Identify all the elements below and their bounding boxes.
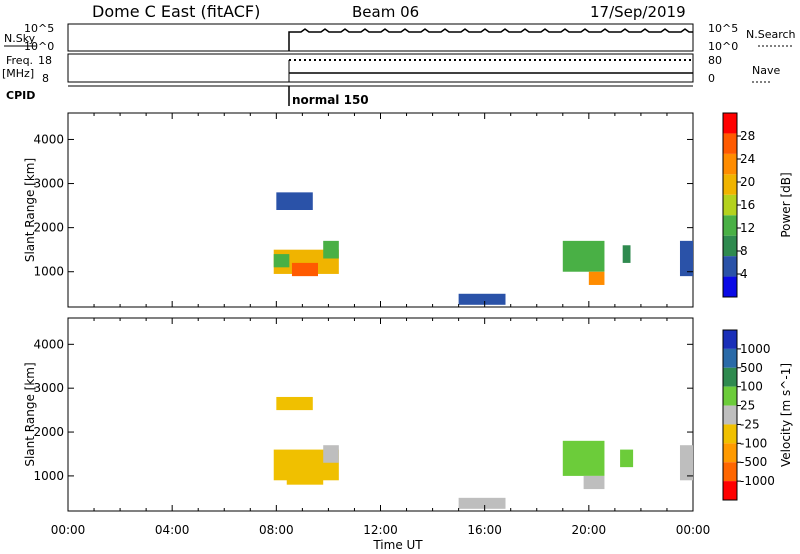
- colorbar-tick-label: 1000: [740, 342, 771, 356]
- echo-region: [291, 262, 318, 277]
- nsky-tick-low: 10^0: [24, 40, 54, 53]
- y-tick-label: 2000: [33, 425, 64, 439]
- y-tick-label: 4000: [33, 337, 64, 351]
- y-tick-label: 1000: [33, 265, 64, 279]
- x-tick-label: 00:00: [51, 523, 86, 537]
- colorbar-segment: [723, 153, 737, 175]
- colorbar-segment: [723, 133, 737, 154]
- colorbar-tick-label: 16: [740, 198, 755, 212]
- colorbar-segment: [723, 348, 737, 368]
- echo-region: [273, 254, 290, 268]
- cpid-label: CPID: [6, 89, 35, 102]
- y-axis-label: Slant Range [km]: [23, 362, 37, 466]
- velocity-colorbar: 1000 500 100 25 -25 -100 -500 -1000 Velocity [m …: [722, 329, 793, 501]
- colorbar-tick-label: 500: [740, 361, 763, 375]
- y-axis-label: Slant Range [km]: [23, 158, 37, 262]
- colorbar-segment: [723, 174, 737, 195]
- echo-region: [458, 497, 506, 509]
- freq-strip: Freq. [MHz] 18 8 80 0 Nave: [2, 53, 780, 85]
- echo-region: [679, 445, 693, 481]
- y-tick-label: 2000: [33, 221, 64, 235]
- echo-region: [583, 475, 605, 490]
- station-title: Dome C East (fitACF): [92, 2, 260, 21]
- echo-region: [620, 449, 634, 468]
- echo-region: [622, 245, 631, 263]
- time-axis-ticks: 00:00 04:00 08:00 12:00 16:00 20:00 00:00: [51, 523, 711, 537]
- colorbar-segment: [723, 256, 737, 277]
- nsearch-label: N.Search: [746, 28, 796, 41]
- x-tick-label: 16:00: [467, 523, 502, 537]
- colorbar-label: Velocity [m s^-1]: [779, 363, 793, 467]
- colorbar-tick-label: 20: [740, 175, 755, 189]
- colorbar-segment: [723, 235, 737, 257]
- nsky-label: N.Sky: [4, 32, 36, 45]
- echo-region: [562, 440, 605, 476]
- colorbar-segment: [723, 367, 737, 387]
- nsky-strip: N.Sky 10^5 10^0 10^5 10^0 N.Search: [4, 22, 796, 53]
- nsky-tick-high: 10^5: [24, 22, 54, 35]
- x-tick-label: 04:00: [155, 523, 190, 537]
- echo-region: [286, 467, 324, 485]
- colorbar-tick-label: 25: [740, 399, 755, 413]
- colorbar-tick-label: 28: [740, 129, 755, 143]
- colorbar-segment: [723, 481, 737, 500]
- colorbar-segment: [723, 424, 737, 444]
- colorbar-segment: [723, 330, 737, 349]
- nsearch-tick-high: 10^5: [708, 22, 738, 35]
- freq-unit: [MHz]: [2, 67, 34, 80]
- colorbar-tick-label: 12: [740, 221, 755, 235]
- y-tick-label: 3000: [33, 381, 64, 395]
- beam-title: Beam 06: [352, 3, 419, 21]
- freq-label: Freq.: [6, 54, 33, 67]
- colorbar-segment: [723, 215, 737, 236]
- y-tick-label: 3000: [33, 177, 64, 191]
- echo-region: [458, 293, 506, 305]
- echo-region: [679, 240, 693, 277]
- x-tick-label: 08:00: [259, 523, 294, 537]
- x-tick-label: 12:00: [363, 523, 398, 537]
- colorbar-tick-label: 24: [740, 152, 755, 166]
- colorbar-segment: [723, 443, 737, 463]
- nave-label: Nave: [752, 64, 780, 77]
- colorbar-tick-label: -25: [740, 417, 760, 431]
- colorbar-tick-label: -1000: [740, 474, 775, 488]
- y-tick-label: 4000: [33, 132, 64, 146]
- colorbar-label: Power [dB]: [779, 172, 793, 237]
- colorbar-segment: [723, 386, 737, 406]
- echo-region: [562, 240, 605, 272]
- colorbar-segment: [723, 113, 737, 134]
- colorbar-segment: [723, 194, 737, 216]
- echo-region: [323, 445, 339, 463]
- nsky-trace: [288, 28, 693, 51]
- x-tick-label: 00:00: [676, 523, 711, 537]
- nsearch-tick-low: 10^0: [708, 40, 738, 53]
- y-tick-label: 1000: [33, 469, 64, 483]
- colorbar-segment: [723, 276, 737, 297]
- nave-tick-high: 80: [708, 54, 722, 67]
- velocity-panel: 4000 3000 2000 1000 Slant Range [km]: [23, 317, 694, 512]
- power-panel: 4000 3000 2000 1000 Slant Range [km]: [23, 112, 694, 308]
- x-tick-label: 20:00: [572, 523, 607, 537]
- colorbar-tick-label: -100: [740, 436, 767, 450]
- echo-region: [323, 240, 339, 259]
- nave-tick-low: 0: [708, 72, 715, 85]
- cpid-value: normal 150: [292, 93, 369, 107]
- cpid-strip: CPID normal 150: [6, 85, 693, 107]
- date-title: 17/Sep/2019: [590, 3, 686, 21]
- colorbar-segment: [723, 405, 737, 425]
- colorbar-tick-label: 8: [740, 244, 748, 258]
- colorbar-tick-label: 4: [740, 267, 748, 281]
- x-axis-label: Time UT: [372, 538, 423, 552]
- freq-tick-high: 18: [38, 54, 52, 67]
- echo-region: [276, 192, 313, 210]
- colorbar-segment: [723, 462, 737, 482]
- echo-region: [276, 396, 313, 411]
- echo-region: [588, 271, 605, 285]
- colorbar-tick-label: 100: [740, 380, 763, 394]
- power-colorbar: 28 24 20 16 12 8 4 Power [dB]: [722, 112, 793, 298]
- freq-tick-low: 8: [42, 72, 49, 85]
- colorbar-tick-label: -500: [740, 455, 767, 469]
